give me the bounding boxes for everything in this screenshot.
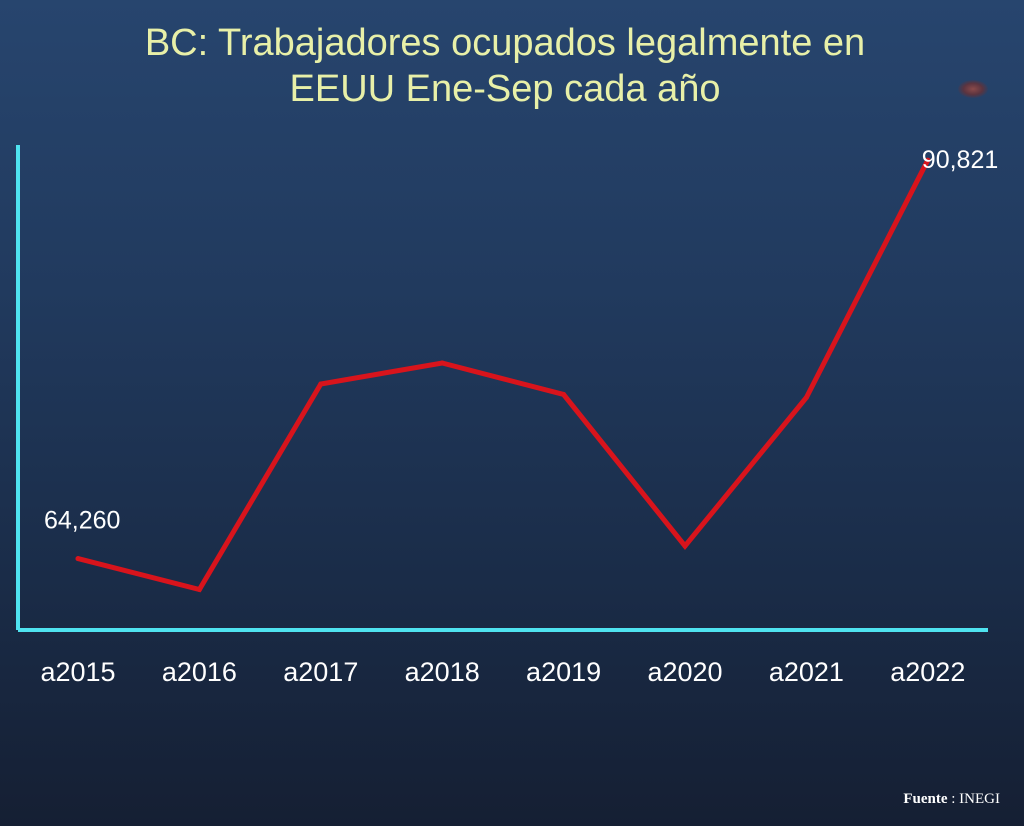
chart-title-line-2: EEUU Ene-Sep cada año — [289, 68, 721, 110]
x-tick-label-a2020: a2020 — [647, 657, 722, 687]
source-note: Fuente : INEGI — [903, 791, 1000, 808]
data-point-a2020 — [682, 543, 688, 549]
data-label-a2022: 90,821 — [922, 146, 998, 174]
series-group — [75, 157, 931, 593]
data-label-a2015: 64,260 — [44, 507, 120, 535]
data-point-a2021 — [803, 395, 809, 400]
source-separator: : — [947, 791, 960, 807]
x-tick-label-a2017: a2017 — [283, 657, 358, 687]
data-point-a2019 — [561, 392, 567, 397]
data-point-a2016 — [196, 587, 202, 592]
source-value: INEGI — [959, 791, 1000, 807]
data-point-a2017 — [318, 381, 324, 387]
x-tick-label-a2021: a2021 — [769, 657, 844, 687]
data-labels-group: 64,260 90,821 — [44, 146, 998, 534]
x-tick-label-a2022: a2022 — [890, 657, 965, 687]
data-point-a2015 — [75, 556, 81, 562]
x-tick-labels-group: a2015 a2016 a2017 a2018 a2019 a2020 a2021 a2022 — [40, 657, 965, 687]
data-point-a2022 — [925, 157, 931, 163]
chart-title-line-1: BC: Trabajadores ocupados legalmente en — [144, 22, 866, 64]
x-tick-label-a2019: a2019 — [526, 657, 601, 687]
x-tick-label-a2015: a2015 — [40, 657, 115, 687]
data-point-a2018 — [439, 360, 445, 366]
chart-title: BC: Trabajadores ocupados legalmente en … — [0, 20, 1010, 112]
decorative-glow — [958, 80, 988, 98]
x-tick-label-a2018: a2018 — [405, 657, 480, 687]
axes — [16, 145, 988, 632]
source-label: Fuente — [903, 791, 948, 807]
x-tick-label-a2016: a2016 — [162, 657, 237, 687]
series-line — [75, 157, 931, 593]
